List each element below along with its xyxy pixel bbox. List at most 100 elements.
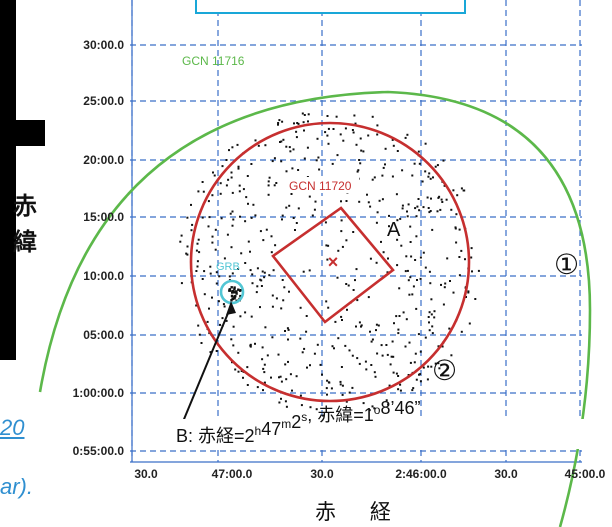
data-point bbox=[309, 364, 311, 367]
data-point bbox=[336, 276, 339, 279]
data-point bbox=[285, 145, 288, 148]
ylabel-frame-top bbox=[0, 120, 45, 146]
data-point bbox=[467, 291, 470, 294]
data-point bbox=[315, 159, 318, 162]
callout-text-part: 8’46” bbox=[380, 398, 420, 418]
data-point bbox=[308, 195, 311, 198]
data-point bbox=[431, 325, 434, 328]
data-point bbox=[348, 349, 351, 352]
data-point bbox=[219, 182, 222, 185]
callout-text-part: , 赤緯=1 bbox=[307, 405, 374, 425]
data-point bbox=[355, 268, 358, 271]
callout-superscript: m bbox=[281, 417, 291, 431]
data-point bbox=[340, 219, 343, 222]
data-point bbox=[404, 136, 407, 139]
data-point bbox=[249, 250, 251, 253]
data-point bbox=[415, 307, 418, 310]
data-point bbox=[460, 187, 463, 190]
data-point bbox=[196, 260, 199, 263]
data-point bbox=[427, 365, 430, 368]
data-point bbox=[225, 319, 228, 322]
data-point bbox=[368, 409, 371, 412]
data-point bbox=[441, 345, 444, 348]
data-point bbox=[327, 127, 330, 130]
data-point bbox=[300, 404, 303, 407]
data-point bbox=[305, 330, 308, 333]
data-point bbox=[418, 209, 421, 212]
data-point bbox=[275, 182, 278, 184]
data-point bbox=[218, 275, 221, 278]
data-point bbox=[393, 322, 395, 325]
data-point bbox=[327, 381, 330, 384]
data-point bbox=[235, 290, 238, 293]
data-point bbox=[375, 323, 378, 326]
data-point bbox=[369, 205, 372, 208]
data-point bbox=[295, 136, 298, 139]
data-point bbox=[314, 200, 317, 203]
data-point bbox=[410, 255, 413, 258]
y-tick-label: 0:55:00.0 bbox=[73, 444, 125, 458]
data-point bbox=[353, 114, 356, 117]
data-point bbox=[384, 163, 386, 166]
data-point bbox=[390, 355, 393, 358]
data-point bbox=[419, 350, 422, 353]
y-tick-label: 1:00:00.0 bbox=[73, 386, 125, 400]
data-point bbox=[286, 327, 289, 330]
data-point bbox=[237, 370, 240, 373]
data-point bbox=[412, 387, 415, 390]
data-point bbox=[392, 371, 395, 374]
data-point bbox=[339, 133, 342, 136]
data-point bbox=[351, 354, 354, 357]
data-point bbox=[305, 315, 308, 317]
data-point bbox=[352, 289, 355, 291]
data-point bbox=[209, 351, 212, 354]
data-point bbox=[342, 139, 345, 142]
data-point bbox=[219, 323, 221, 326]
data-point bbox=[366, 193, 368, 196]
data-point bbox=[365, 368, 368, 371]
data-point bbox=[295, 375, 298, 378]
data-point bbox=[277, 123, 279, 126]
data-point bbox=[417, 198, 420, 200]
data-point bbox=[411, 389, 414, 392]
data-point bbox=[283, 286, 286, 289]
cut-off-link-text[interactable]: 20 bbox=[0, 415, 25, 440]
data-point bbox=[465, 296, 467, 298]
data-point bbox=[238, 190, 241, 193]
data-point bbox=[250, 216, 253, 219]
data-point bbox=[306, 146, 309, 149]
data-point bbox=[316, 137, 319, 140]
data-point bbox=[419, 256, 422, 259]
annotations: GCN 11716 GCN 11720 GRB A ① ② B: 赤経=2h47m2s, 赤… bbox=[170, 54, 586, 449]
data-point bbox=[208, 216, 211, 219]
data-point bbox=[371, 405, 374, 408]
data-point bbox=[203, 293, 206, 296]
data-point bbox=[262, 239, 265, 242]
data-point bbox=[477, 269, 480, 272]
data-point bbox=[262, 367, 265, 370]
data-point bbox=[392, 144, 395, 147]
data-point bbox=[288, 146, 291, 149]
data-point bbox=[259, 230, 262, 233]
data-point bbox=[340, 366, 343, 368]
data-point bbox=[303, 347, 306, 350]
data-point bbox=[271, 336, 274, 339]
data-point bbox=[385, 399, 388, 402]
data-point bbox=[256, 386, 259, 389]
data-point bbox=[416, 279, 418, 281]
data-point bbox=[221, 165, 224, 168]
data-point bbox=[341, 393, 344, 396]
data-point bbox=[386, 271, 389, 274]
y-tick-label: 10:00.0 bbox=[83, 269, 124, 283]
data-point bbox=[371, 178, 374, 181]
data-point bbox=[356, 357, 359, 360]
data-point bbox=[428, 311, 431, 314]
data-point bbox=[201, 278, 204, 280]
x-tick-label: 47:00.0 bbox=[212, 467, 253, 481]
y-tick-label: 20:00.0 bbox=[83, 153, 124, 167]
data-point bbox=[438, 195, 441, 198]
x-tick-label: 30.0 bbox=[310, 467, 334, 481]
data-point bbox=[247, 240, 250, 243]
data-point bbox=[399, 383, 402, 386]
